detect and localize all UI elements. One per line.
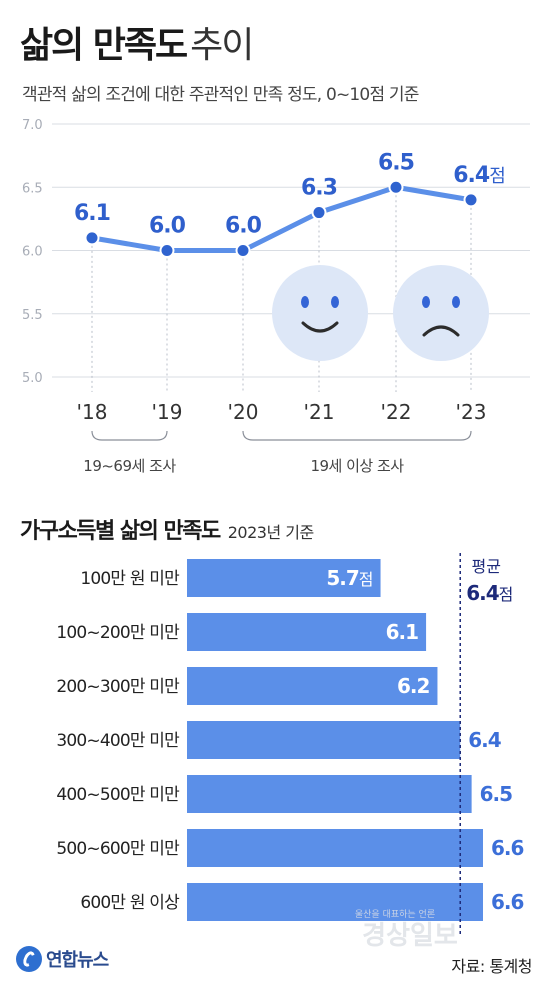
bar-title-light: 2023년 기준 [227,523,314,542]
bar-value-label: 6.2 [397,674,430,698]
watermark-tagline: 울산을 대표하는 언론 [355,908,435,920]
yonhap-logo: 연합뉴스 [16,946,109,972]
data-point [463,192,479,208]
x-tick-label: '21 [304,400,335,424]
data-point [159,243,175,258]
y-tick-label: 5.5 [22,308,43,323]
x-tick-label: '22 [381,400,412,424]
y-tick-label: 6.0 [22,245,43,260]
face-eye [331,296,339,308]
bracket-label: 19~69세 조사 [83,457,176,475]
average-value: 6.4점 [466,581,512,605]
value-labels: 6.1 6.0 6.0 6.3 6.5 6.4점 [74,150,506,239]
bar [187,721,461,759]
data-point [84,230,100,246]
markers [84,179,479,258]
bar-value-label: 6.6 [491,836,524,860]
chart-subtitle: 객관적 삶의 조건에 대한 주관적인 만족 정도, 0~10점 기준 [22,85,419,105]
bar [187,829,483,867]
bar-title-bold: 가구소득별 삶의 만족도 [20,519,221,544]
bar-value-label: 5.7점 [326,566,372,590]
average-marker: 평균6.4점 [459,553,513,934]
face-mouth [422,325,460,337]
bars: 100만 원 미만 5.7점 100~200만 미만 6.1 200~300만 미만 6.… [56,559,525,921]
face-mouth [301,321,339,333]
data-label: 6.3 [301,176,337,201]
gridlines [52,123,530,378]
data-point [235,243,251,258]
bracket-line [91,430,168,441]
smiley-face-icon [272,265,368,361]
data-point [388,179,404,195]
bar [187,613,427,651]
logo-icon [16,946,42,972]
y-tick-label: 7.0 [22,118,43,133]
bracket-line [242,430,472,441]
face-eye [422,296,430,308]
survey-brackets: 19~69세 조사 19세 이상 조사 [83,430,472,475]
face-eye [301,296,309,308]
category-label: 100만 원 미만 [80,569,180,589]
face-circle [393,265,489,361]
y-axis-ticks: 5.0 5.5 6.0 6.5 7.0 [22,118,43,386]
category-label: 400~500만 미만 [56,785,180,805]
bar-value-label: 6.6 [491,890,524,914]
y-tick-label: 5.0 [22,371,43,386]
title-light: 추이 [190,25,254,66]
category-label: 100~200만 미만 [56,623,180,643]
watermark-brand: 경상일보 [362,921,458,951]
x-tick-label: '19 [152,400,183,424]
bar [187,559,381,597]
x-axis-ticks: '18 '19 '20 '21 '22 '23 [77,400,487,424]
bar [187,883,483,921]
line-chart: 5.05.56.06.57.0 6.16.0 6.06.36.56.4점 '18 '… [22,118,530,475]
data-label: 6.5 [378,150,414,175]
chart-title: 삶의 만족도 추이 [20,16,254,68]
category-label: 200~300만 미만 [56,677,180,697]
logo-text: 연합뉴스 [46,950,109,971]
x-tick-label: '18 [77,400,108,424]
data-label: 6.1 [74,201,110,226]
data-label: 6.0 [225,214,262,239]
data-label: 6.0 [149,214,186,239]
unit-label: 점 [499,585,513,604]
unit-label: 점 [489,166,505,187]
bar-value-label: 6.1 [386,620,419,644]
bar-value-label: 6.4 [468,728,501,752]
bar [187,775,472,813]
bar-value-label: 6.5 [480,782,513,806]
series-line [89,184,474,253]
source-note: 자료: 통계청 [451,957,532,976]
y-tick-label: 6.5 [22,181,43,196]
x-tick-label: '20 [228,400,259,424]
category-label: 600만 원 이상 [80,893,180,913]
average-label: 평균 [472,557,501,576]
unit-label: 점 [359,570,373,589]
bar [187,667,438,705]
sad-face-icon [393,265,489,361]
category-label: 300~400만 미만 [56,731,180,751]
x-tick-label: '23 [456,400,487,424]
data-point [311,205,327,221]
title-bold: 삶의 만족도 [20,25,188,66]
face-icons [272,265,489,361]
face-eye [452,296,460,308]
bracket-label: 19세 이상 조사 [310,457,404,475]
bar-chart-title: 가구소득별 삶의 만족도 2023년 기준 [20,513,314,545]
data-label: 6.4점 [453,163,505,188]
face-circle [272,265,368,361]
category-label: 500~600만 미만 [56,839,180,859]
